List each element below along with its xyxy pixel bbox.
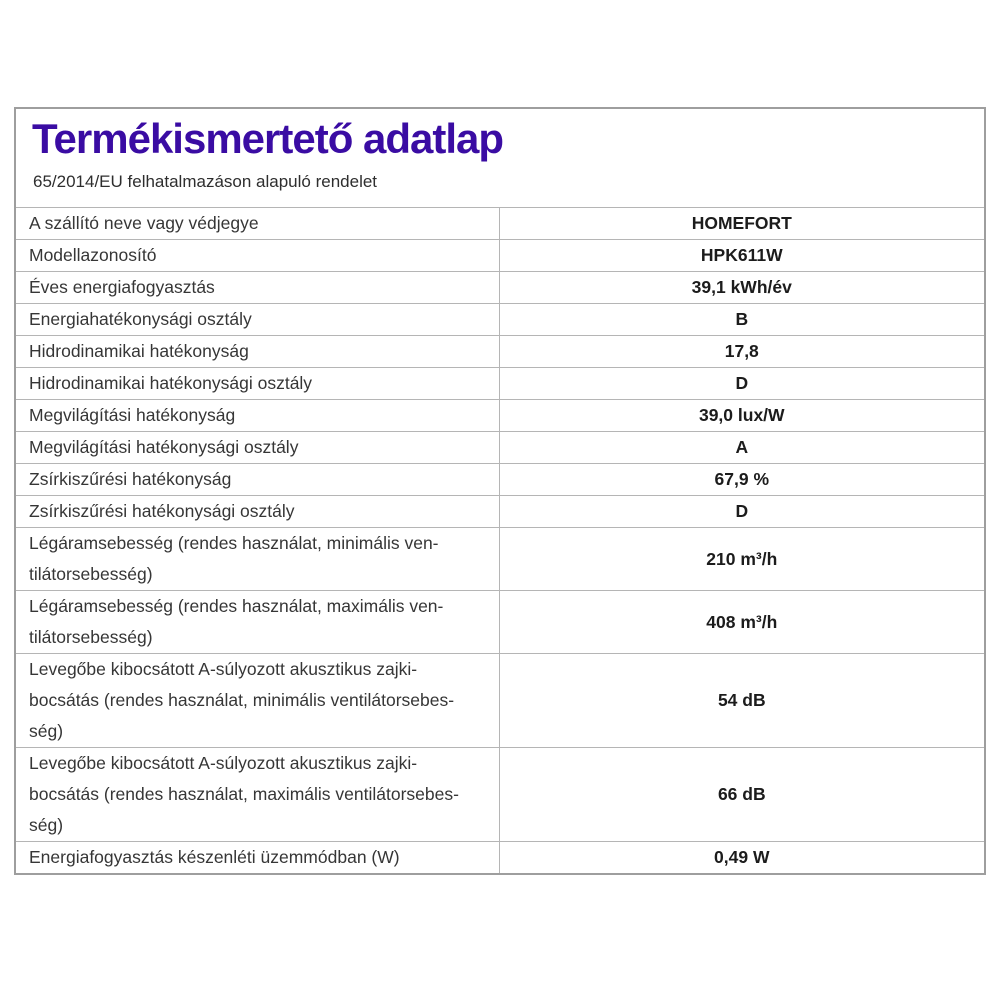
row-value: D	[499, 495, 984, 528]
table-row: Levegőbe kibocsátott A-súlyozott akuszti…	[16, 653, 984, 748]
table-row: Légáramsebesség (rendes használat, minim…	[16, 527, 984, 591]
table-row: Modellazonosító HPK611W	[16, 239, 984, 272]
row-value: B	[499, 303, 984, 336]
row-value: D	[499, 367, 984, 400]
table-row: Hidrodinamikai hatékonyság 17,8	[16, 335, 984, 368]
row-label: A szállító neve vagy védjegye	[16, 207, 500, 240]
table-row: Megvilágítási hatékonysági osztály A	[16, 431, 984, 464]
row-value: 67,9 %	[499, 463, 984, 496]
fiche-table: A szállító neve vagy védjegye HOMEFORT Mod…	[16, 207, 984, 874]
table-row: Energiahatékonysági osztály B	[16, 303, 984, 336]
product-fiche-sheet: Termékismertető adatlap 65/2014/EU felha…	[14, 107, 986, 876]
row-label: Levegőbe kibocsátott A-súlyozott akuszti…	[16, 653, 500, 748]
row-value: 0,49 W	[499, 841, 984, 874]
row-label: Megvilágítási hatékonysági osztály	[16, 431, 500, 464]
row-value: 408 m³/h	[499, 590, 984, 654]
table-row: Légáramsebesség (rendes használat, maxim…	[16, 590, 984, 654]
row-label: Légáramsebesség (rendes használat, maxim…	[16, 590, 500, 654]
table-row: Zsírkiszűrési hatékonysági osztály D	[16, 495, 984, 528]
row-label: Hidrodinamikai hatékonyság	[16, 335, 500, 368]
table-row: Levegőbe kibocsátott A-súlyozott akuszti…	[16, 747, 984, 842]
row-label: Hidrodinamikai hatékonysági osztály	[16, 367, 500, 400]
row-label: Légáramsebesség (rendes használat, minim…	[16, 527, 500, 591]
row-value: 39,0 lux/W	[499, 399, 984, 432]
row-value: HPK611W	[499, 239, 984, 272]
row-label: Modellazonosító	[16, 239, 500, 272]
row-label: Zsírkiszűrési hatékonysági osztály	[16, 495, 500, 528]
table-row: A szállító neve vagy védjegye HOMEFORT	[16, 207, 984, 240]
fiche-header: Termékismertető adatlap 65/2014/EU felha…	[16, 109, 984, 192]
row-value: 210 m³/h	[499, 527, 984, 591]
row-label: Zsírkiszűrési hatékonyság	[16, 463, 500, 496]
row-value: HOMEFORT	[499, 207, 984, 240]
row-label: Energiahatékonysági osztály	[16, 303, 500, 336]
row-label: Levegőbe kibocsátott A-súlyozott akuszti…	[16, 747, 500, 842]
table-row: Energiafogyasztás készenléti üzemmódban …	[16, 841, 984, 874]
fiche-table-body: A szállító neve vagy védjegye HOMEFORT Mod…	[16, 207, 984, 874]
regulation-subtitle: 65/2014/EU felhatalmazáson alapuló rende…	[33, 172, 378, 192]
row-value: 54 dB	[499, 653, 984, 748]
row-value: 39,1 kWh/év	[499, 271, 984, 304]
page-title: Termékismertető adatlap	[32, 115, 504, 162]
row-value: A	[499, 431, 984, 464]
row-label: Megvilágítási hatékonyság	[16, 399, 500, 432]
table-row: Zsírkiszűrési hatékonyság 67,9 %	[16, 463, 984, 496]
table-row: Éves energiafogyasztás 39,1 kWh/év	[16, 271, 984, 304]
row-value: 17,8	[499, 335, 984, 368]
row-label: Éves energiafogyasztás	[16, 271, 500, 304]
table-row: Hidrodinamikai hatékonysági osztály D	[16, 367, 984, 400]
row-value: 66 dB	[499, 747, 984, 842]
table-row: Megvilágítási hatékonyság 39,0 lux/W	[16, 399, 984, 432]
row-label: Energiafogyasztás készenléti üzemmódban …	[16, 841, 500, 874]
